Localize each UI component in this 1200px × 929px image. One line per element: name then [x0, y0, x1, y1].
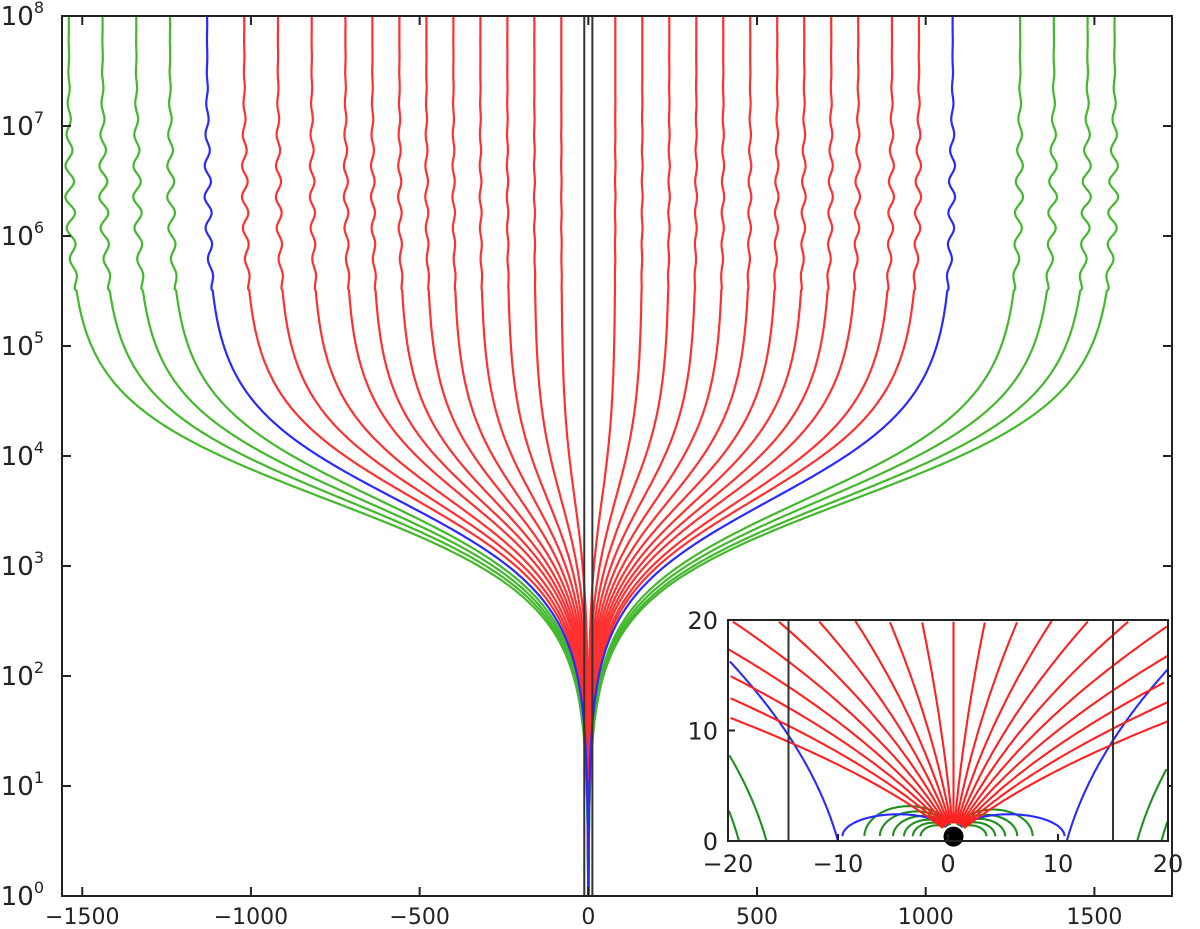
inset-red-line — [958, 621, 1129, 826]
main-x-tick-label: 0 — [581, 905, 595, 929]
inset-x-tick-label: 20 — [1153, 850, 1184, 878]
inset-red-line — [954, 621, 1019, 824]
inset-red-line — [959, 625, 1168, 826]
inset-x-tick-label: 0 — [940, 850, 955, 878]
field-line-red — [505, 16, 590, 896]
main-y-tick-label: 102 — [1, 658, 44, 692]
inset-red-line — [956, 620, 1053, 825]
main-x-tick-label: −500 — [389, 905, 449, 929]
inset-x-tick-label: 10 — [1043, 850, 1074, 878]
inset-x-tick-label: −20 — [703, 850, 754, 878]
inset-chart: −20 −10 0 10 20 0 10 20 — [687, 607, 1183, 878]
inset-red-line — [730, 717, 944, 829]
field-line-red — [274, 15, 590, 896]
inset-red-line — [960, 655, 1168, 827]
inset-red-line — [732, 620, 948, 826]
inset-red-line — [963, 720, 1168, 829]
field-line-blue — [203, 16, 590, 896]
field-line-red — [342, 16, 590, 896]
main-x-tick-label: 500 — [736, 905, 778, 929]
inset-green-open-line — [1160, 821, 1169, 842]
main-y-tick-label: 105 — [1, 328, 44, 362]
inset-blue-loop — [841, 813, 955, 837]
inset-y-ticks: 0 10 20 — [687, 607, 735, 856]
main-x-tick-label: −1000 — [214, 905, 288, 929]
inset-y-tick-label: 20 — [687, 607, 718, 635]
inset-field-lines — [727, 620, 1169, 842]
inset-blue-open-line — [729, 660, 840, 842]
main-y-tick-label: 106 — [1, 218, 44, 252]
inset-red-line — [961, 681, 1165, 828]
main-y-tick-label: 103 — [1, 548, 44, 582]
field-line-green — [166, 16, 590, 896]
inset-red-line — [727, 648, 947, 827]
inset-red-line — [730, 675, 946, 828]
inset-x-tick-label: −10 — [813, 850, 864, 878]
field-line-red — [369, 16, 590, 896]
inset-y-tick-label: 0 — [703, 828, 718, 856]
field-line-blue — [587, 16, 957, 896]
inset-blue-loop — [952, 813, 1066, 837]
inset-red-line — [730, 697, 945, 828]
main-chart: −1500 −1000 −500 0 500 1000 1500 1001011021031… — [1, 0, 1173, 929]
main-y-tick-label: 107 — [1, 108, 44, 142]
inset-red-line — [854, 620, 951, 825]
main-x-tick-label: −1500 — [45, 905, 119, 929]
main-x-tick-label: 1000 — [898, 905, 954, 929]
field-line-green — [64, 16, 590, 896]
main-y-tick-label: 104 — [1, 438, 44, 472]
inset-red-line — [818, 620, 950, 825]
field-line-red — [308, 16, 590, 896]
inset-red-line — [888, 621, 953, 824]
inset-green-open-line — [727, 810, 741, 842]
inset-boundary-lines — [787, 620, 1114, 841]
inset-red-line — [778, 621, 949, 826]
field-line-red — [587, 16, 671, 896]
main-boundary-lines — [583, 16, 594, 896]
field-line-green — [132, 16, 590, 896]
main-y-tick-label: 101 — [1, 768, 44, 802]
inset-central-body — [941, 824, 966, 849]
inset-x-ticks: −20 −10 0 10 20 — [703, 834, 1184, 878]
inset-blue-open-line — [1065, 669, 1169, 842]
inset-red-line — [962, 701, 1169, 828]
inset-green-open-line — [1136, 768, 1168, 842]
main-x-tick-label: 1500 — [1066, 905, 1122, 929]
main-y-tick-label: 100 — [1, 878, 44, 912]
inset-green-open-line — [728, 754, 768, 842]
main-y-tick-label: 108 — [1, 0, 44, 32]
inset-red-line — [921, 622, 954, 824]
inset-red-line — [957, 620, 1089, 825]
main-x-ticks: −1500 −1000 −500 0 500 1000 1500 — [45, 16, 1122, 929]
inset-y-tick-label: 10 — [687, 718, 718, 746]
inset-red-line — [953, 622, 986, 824]
